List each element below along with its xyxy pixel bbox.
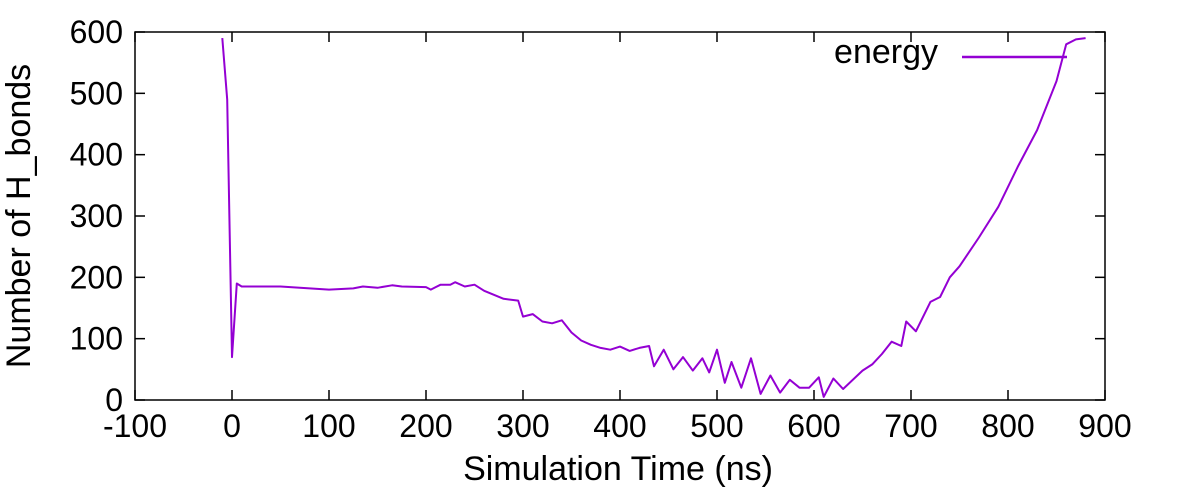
x-tick-label: 200 (399, 408, 452, 444)
series-group (221, 37, 1086, 398)
x-tick-label: 0 (223, 408, 241, 444)
x-axis-title: Simulation Time (ns) (463, 450, 773, 488)
legend: energy (834, 33, 1067, 71)
plot-area-frame (134, 31, 1106, 401)
y-tick-label: 600 (70, 14, 123, 50)
x-tick-label: 800 (981, 408, 1034, 444)
x-tick-label: 900 (1078, 408, 1131, 444)
x-tick-label: 700 (884, 408, 937, 444)
x-tick-label: 500 (690, 408, 743, 444)
x-tick-label: -100 (103, 408, 167, 444)
x-tick-label: 600 (787, 408, 840, 444)
x-tick-label: 100 (302, 408, 355, 444)
legend-entry-label: energy (834, 33, 938, 71)
x-tick-label: 300 (496, 408, 549, 444)
y-tick-label: 400 (70, 137, 123, 173)
y-tick-label: 100 (70, 321, 123, 357)
y-tick-label: 300 (70, 198, 123, 234)
series-line-energy (221, 37, 1086, 398)
y-axis-title: Number of H_bonds (0, 64, 38, 368)
y-tick-label: 200 (70, 259, 123, 295)
y-axis: 0 100 200 300 400 500 600 (70, 14, 1105, 418)
y-tick-label: 0 (105, 382, 123, 418)
x-axis: -100 0 100 200 300 400 500 600 700 800 900 (103, 32, 1132, 444)
x-tick-label: 400 (593, 408, 646, 444)
y-tick-label: 500 (70, 75, 123, 111)
